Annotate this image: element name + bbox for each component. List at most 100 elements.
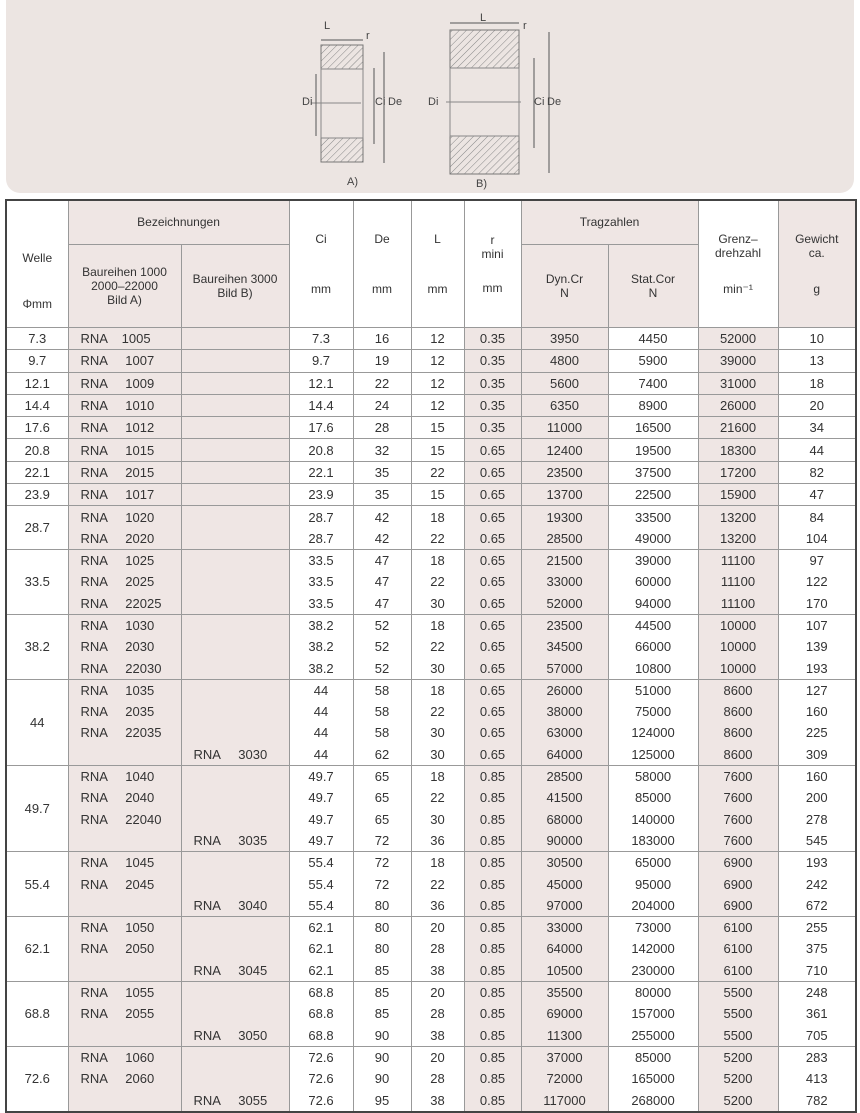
cell-l: 18 [410,548,465,572]
cell-bezeichnung-b [180,636,290,658]
cell-l: 30 [410,743,465,766]
cell-r: 0.65 [463,505,522,528]
cell-grenzdrehzahl: 5200 [697,1068,779,1090]
table-row: 33.5 RNA 1025 33.5 47 18 0.65 21500 39000 11100 9… [5,548,857,615]
cell-grenzdrehzahl: 13200 [697,505,779,528]
cell-ci: 49.7 [288,808,354,830]
cell-l: 12 [410,326,465,350]
cell-dyn-cr: 64000 [520,938,609,960]
cell-dyn-cr: 64000 [520,743,609,766]
cell-grenzdrehzahl: 11100 [697,592,779,615]
cell-bezeichnung-a: RNA 1060 [67,1045,182,1069]
bearing-diagram-a [311,39,385,163]
cell-bezeichnung-a: RNA 1030 [67,613,182,637]
cell-gewicht: 20 [777,393,857,417]
cell-dyn-cr: 33000 [520,571,609,593]
header-welle: Welle Φmm [5,200,69,328]
cell-l: 30 [410,657,465,680]
cell-bezeichnung-b: RNA 3050 [180,1024,290,1047]
cell-ci: 49.7 [288,829,354,852]
cell-de: 16 [352,326,412,350]
table-row: 68.8 RNA 1055 68.8 85 20 0.85 35500 80000 5500 24… [5,980,857,1047]
header-baureihen-b: Baureihen 3000 Bild B) [180,244,290,329]
cell-gewicht: 139 [777,636,857,658]
cell-stat-cor: 255000 [607,1024,699,1047]
cell-dyn-cr: 52000 [520,592,609,615]
cell-r: 0.85 [463,808,522,830]
bearing-diagram-b [446,22,550,175]
cell-l: 22 [410,571,465,593]
cell-de: 28 [352,416,412,439]
cell-r: 0.35 [463,349,522,373]
cell-l: 18 [410,851,465,874]
cell-de: 42 [352,527,412,550]
cell-bezeichnung-a: RNA 2025 [67,571,182,593]
cell-stat-cor: 73000 [607,916,699,939]
header-gewicht: Gewicht ca. g [777,200,857,328]
cell-gewicht: 84 [777,505,857,528]
cell-r: 0.65 [463,636,522,658]
cell-grenzdrehzahl: 10000 [697,613,779,637]
table-row: RNA 2050 62.1 80 28 0.85 64000 142000 6100 375 [6,938,857,960]
cell-bezeichnung-b [180,1003,290,1025]
cell-gewicht: 44 [777,438,857,462]
cell-r: 0.65 [463,571,522,593]
cell-grenzdrehzahl: 5200 [697,1045,779,1069]
cell-r: 0.65 [463,678,522,702]
cell-ci: 62.1 [288,916,354,939]
cell-grenzdrehzahl: 5500 [697,1003,779,1025]
cell-grenzdrehzahl: 15900 [697,483,779,506]
cell-l: 18 [410,764,465,788]
cell-grenzdrehzahl: 18300 [697,438,779,462]
cell-bezeichnung-b [180,548,290,572]
cell-l: 15 [410,438,465,462]
cell-ci: 33.5 [288,548,354,572]
cell-l: 15 [410,416,465,439]
cell-bezeichnung-b [180,1045,290,1069]
cell-ci: 33.5 [288,571,354,593]
cell-bezeichnung-a: RNA 2015 [67,460,182,484]
cell-gewicht: 545 [777,829,857,852]
cell-gewicht: 283 [777,1045,857,1069]
cell-ci: 44 [288,701,354,723]
cell-ci: 38.2 [288,657,354,680]
cell-ci: 44 [288,722,354,744]
table-row: RNA 2055 68.8 85 28 0.85 69000 157000 5500 361 [6,1003,857,1025]
cell-welle: 62.1 [5,916,69,982]
cell-r: 0.65 [463,613,522,637]
cell-gewicht: 375 [777,938,857,960]
cell-stat-cor: 4450 [607,326,699,350]
cell-l: 18 [410,613,465,637]
cell-de: 47 [352,548,412,572]
cell-gewicht: 782 [777,1089,857,1112]
cell-bezeichnung-a: RNA 2030 [67,636,182,658]
cell-bezeichnung-a: RNA 1012 [67,416,182,439]
cell-bezeichnung-b [180,851,290,874]
table-body: 7.3 RNA 1005 7.3 16 12 0.35 3950 4450 52000 10 9.7… [5,326,857,1112]
cell-bezeichnung-b [180,438,290,462]
cell-r: 0.65 [463,548,522,572]
cell-welle: 68.8 [5,980,69,1047]
cell-stat-cor: 183000 [607,829,699,852]
label-l-a: L [324,20,331,32]
cell-welle: 22.1 [5,460,69,484]
cell-de: 62 [352,743,412,766]
cell-l: 22 [410,636,465,658]
cell-gewicht: 13 [777,349,857,373]
table-row: RNA 2045 55.4 72 22 0.85 45000 95000 6900 242 [6,873,857,895]
cell-l: 30 [410,592,465,615]
cell-l: 36 [410,829,465,852]
cell-de: 22 [352,371,412,395]
cell-stat-cor: 65000 [607,851,699,874]
cell-l: 18 [410,678,465,702]
cell-welle: 49.7 [5,764,69,852]
cell-de: 52 [352,636,412,658]
cell-bezeichnung-a [67,1089,182,1112]
cell-ci: 72.6 [288,1089,354,1112]
cell-ci: 9.7 [288,349,354,373]
cell-grenzdrehzahl: 6100 [697,938,779,960]
cell-grenzdrehzahl: 39000 [697,349,779,373]
cell-stat-cor: 58000 [607,764,699,788]
cell-de: 19 [352,349,412,373]
cell-de: 90 [352,1024,412,1047]
